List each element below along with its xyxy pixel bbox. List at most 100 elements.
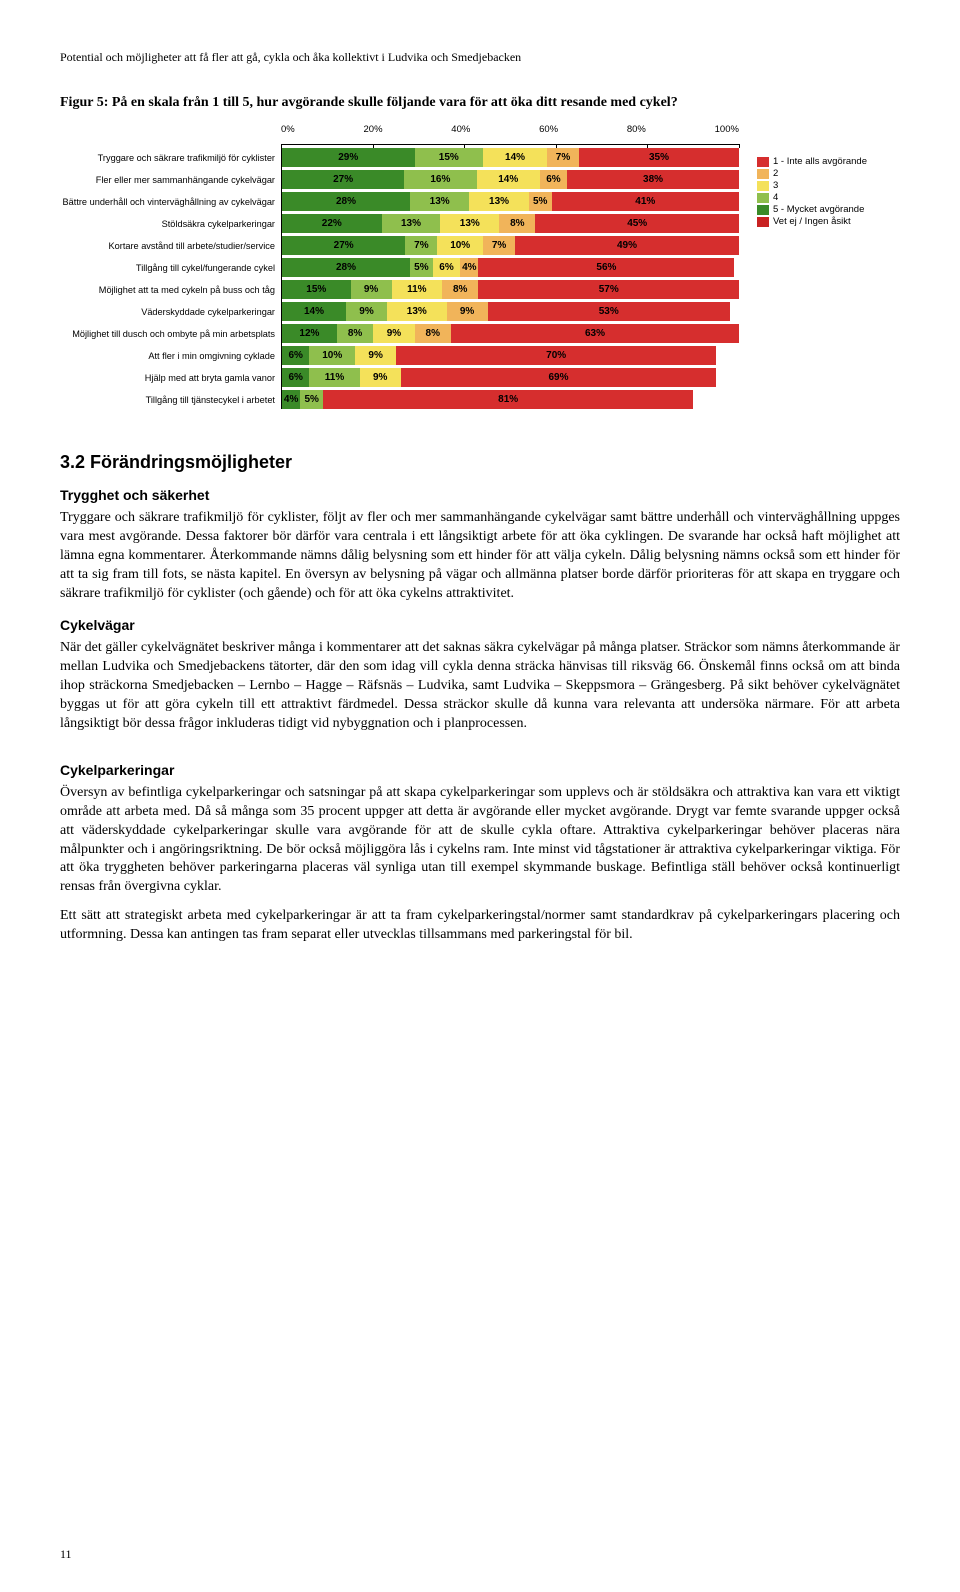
axis-label: 60%	[539, 124, 558, 142]
chart-bars: 29%15%14%7%35%27%16%14%6%38%28%13%13%5%4…	[281, 145, 739, 409]
legend-item: 4	[757, 192, 867, 203]
legend-label: Vet ej / Ingen åsikt	[773, 216, 851, 227]
figure-title: Figur 5: På en skala från 1 till 5, hur …	[60, 95, 900, 111]
bar-segment: 5%	[410, 258, 433, 277]
bar-segment: 9%	[346, 302, 387, 321]
chart-row-labels: Tryggare och säkrare trafikmiljö för cyk…	[60, 126, 281, 412]
bar-segment: 8%	[499, 214, 535, 233]
bar-segment: 9%	[447, 302, 488, 321]
page-header: Potential och möjligheter att få fler at…	[60, 50, 900, 65]
bar-segment: 13%	[469, 192, 528, 211]
row-label: Kortare avstånd till arbete/studier/serv…	[60, 235, 275, 257]
section-heading: 3.2 Förändringsmöjligheter	[60, 452, 900, 473]
legend-swatch	[757, 217, 769, 227]
bar-segment: 70%	[396, 346, 716, 365]
bar-segment: 13%	[382, 214, 441, 233]
bar-segment: 16%	[404, 170, 476, 189]
chart-figure-5: Tryggare och säkrare trafikmiljö för cyk…	[60, 126, 900, 412]
legend-swatch	[757, 205, 769, 215]
bar-segment: 10%	[437, 236, 483, 255]
bar-row: 29%15%14%7%35%	[282, 148, 739, 167]
legend-swatch	[757, 181, 769, 191]
bar-row: 28%13%13%5%41%	[282, 192, 739, 211]
bar-row: 6%11%9%69%	[282, 368, 739, 387]
bar-segment: 53%	[488, 302, 730, 321]
bar-row: 6%10%9%70%	[282, 346, 739, 365]
subheading-cykelvagar: Cykelvägar	[60, 617, 900, 633]
bar-segment: 63%	[451, 324, 739, 343]
bar-segment: 28%	[282, 192, 410, 211]
bar-segment: 10%	[309, 346, 355, 365]
bar-segment: 6%	[282, 346, 309, 365]
bar-segment: 69%	[401, 368, 716, 387]
bar-segment: 14%	[477, 170, 540, 189]
bar-segment: 6%	[282, 368, 309, 387]
row-label: Fler eller mer sammanhängande cykelvägar	[60, 169, 275, 191]
bar-segment: 7%	[405, 236, 437, 255]
row-label: Stöldsäkra cykelparkeringar	[60, 213, 275, 235]
row-label: Möjlighet till dusch och ombyte på min a…	[60, 323, 275, 345]
legend-item: 5 - Mycket avgörande	[757, 204, 867, 215]
bar-segment: 29%	[282, 148, 415, 167]
bar-segment: 9%	[373, 324, 414, 343]
subheading-trygghet: Trygghet och säkerhet	[60, 487, 900, 503]
bar-segment: 49%	[515, 236, 739, 255]
legend-label: 4	[773, 192, 778, 203]
paragraph: Översyn av befintliga cykelparkeringar o…	[60, 784, 900, 897]
bar-segment: 9%	[355, 346, 396, 365]
chart-body: 0%20%40%60%80%100% 29%15%14%7%35%27%16%1…	[281, 126, 739, 412]
subheading-cykelparkeringar: Cykelparkeringar	[60, 762, 900, 778]
bar-segment: 12%	[282, 324, 337, 343]
page-number: 11	[60, 1547, 72, 1562]
paragraph: Tryggare och säkrare trafikmiljö för cyk…	[60, 509, 900, 603]
bar-segment: 4%	[282, 390, 300, 409]
bar-segment: 11%	[392, 280, 442, 299]
row-label: Tillgång till tjänstecykel i arbetet	[60, 389, 275, 411]
bar-segment: 5%	[300, 390, 323, 409]
bar-segment: 28%	[282, 258, 410, 277]
bar-row: 4%5%81%	[282, 390, 739, 409]
bar-segment: 11%	[309, 368, 359, 387]
bar-segment: 6%	[540, 170, 567, 189]
paragraph: Ett sätt att strategiskt arbeta med cyke…	[60, 907, 900, 945]
row-label: Hjälp med att bryta gamla vanor	[60, 367, 275, 389]
legend-item: 1 - Inte alls avgörande	[757, 156, 867, 167]
bar-segment: 13%	[410, 192, 469, 211]
bar-row: 12%8%9%8%63%	[282, 324, 739, 343]
bar-segment: 6%	[433, 258, 460, 277]
bar-segment: 5%	[529, 192, 552, 211]
bar-segment: 27%	[282, 236, 405, 255]
legend-swatch	[757, 157, 769, 167]
bar-segment: 15%	[282, 280, 351, 299]
bar-segment: 9%	[351, 280, 392, 299]
paragraph: När det gäller cykelvägnätet beskriver m…	[60, 639, 900, 733]
bar-segment: 45%	[535, 214, 739, 233]
bar-segment: 9%	[360, 368, 401, 387]
bar-segment: 27%	[282, 170, 404, 189]
legend-swatch	[757, 193, 769, 203]
bar-segment: 7%	[483, 236, 515, 255]
axis-label: 20%	[364, 124, 383, 142]
bar-segment: 35%	[579, 148, 739, 167]
row-label: Bättre underhåll och vinterväghållning a…	[60, 191, 275, 213]
bar-segment: 57%	[478, 280, 738, 299]
bar-segment: 8%	[337, 324, 374, 343]
bar-segment: 22%	[282, 214, 382, 233]
axis-label: 100%	[715, 124, 739, 142]
legend-item: 3	[757, 180, 867, 191]
axis-label: 80%	[627, 124, 646, 142]
axis-label: 0%	[281, 124, 295, 142]
bar-row: 22%13%13%8%45%	[282, 214, 739, 233]
bar-segment: 38%	[567, 170, 739, 189]
legend-item: Vet ej / Ingen åsikt	[757, 216, 867, 227]
row-label: Tryggare och säkrare trafikmiljö för cyk…	[60, 147, 275, 169]
legend-swatch	[757, 169, 769, 179]
bar-segment: 13%	[387, 302, 446, 321]
legend-label: 1 - Inte alls avgörande	[773, 156, 867, 167]
bar-segment: 8%	[442, 280, 479, 299]
bar-segment: 7%	[547, 148, 579, 167]
row-label: Att fler i min omgivning cyklade	[60, 345, 275, 367]
legend-label: 3	[773, 180, 778, 191]
bar-segment: 8%	[415, 324, 452, 343]
bar-segment: 4%	[460, 258, 478, 277]
